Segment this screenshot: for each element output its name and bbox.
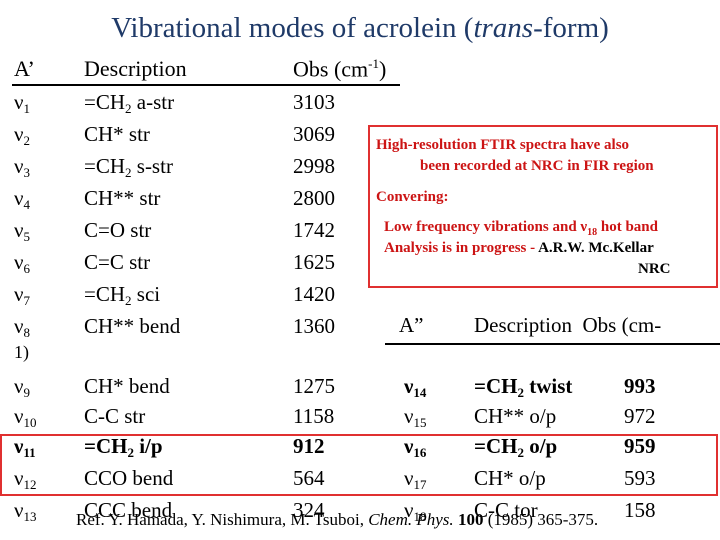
mode-frequency: 158: [624, 498, 656, 522]
mode-symbol: ν16: [404, 434, 427, 460]
mode-frequency: 3103: [293, 90, 335, 114]
adouble-row: ν15 CH** o/p 972: [0, 404, 720, 436]
adouble-row: ν16 =CH2 o/p 959: [0, 434, 720, 466]
mode-frequency: 1360: [293, 314, 335, 338]
mode-frequency: 1275: [293, 374, 335, 398]
mode-description: C=O str: [84, 218, 152, 242]
aprime-row: ν5 C=O str 1742: [0, 218, 400, 250]
mode-frequency: 324: [293, 498, 325, 522]
mode-symbol: ν12: [14, 466, 37, 492]
adouble-row: ν18 C-C tor 158: [0, 498, 720, 530]
aprime-description-header: Description: [84, 56, 187, 81]
mode-description: C-C tor: [474, 498, 538, 522]
adouble-symmetry-header: A”: [399, 313, 424, 337]
mode-description: CH** o/p: [474, 404, 557, 428]
aprime-row: ν8 CH** bend 1360: [0, 314, 400, 346]
aprime-row: ν7 =CH2 sci 1420: [0, 282, 400, 314]
mode-description: =CH2 twist: [474, 374, 573, 400]
mode-description: CH** bend: [84, 314, 181, 338]
mode-description: C=C str: [84, 250, 151, 274]
mode-description: =CH2 a-str: [84, 90, 175, 116]
mode-symbol: ν18: [404, 498, 427, 524]
highlight-box-nu11-nu16: [0, 434, 718, 496]
mode-frequency: 1625: [293, 250, 335, 274]
note-line-2: been recorded at NRC in FIR region: [420, 158, 654, 174]
aprime-row: ν11 =CH2 i/p 912: [0, 434, 400, 466]
mode-frequency: 2800: [293, 186, 335, 210]
mode-frequency: 1158: [293, 404, 335, 428]
header-underline: [12, 84, 400, 86]
mode-symbol: ν3: [14, 154, 30, 180]
mode-symbol: ν15: [404, 404, 427, 430]
aprime-row: ν2 CH* str 3069: [0, 122, 400, 154]
aprime-row: ν13 CCC bend 324: [0, 498, 400, 530]
mode-symbol: ν5: [14, 218, 30, 244]
note-line-4: Low frequency vibrations and ν18 hot ban…: [384, 219, 658, 238]
mode-frequency: 2998: [293, 154, 335, 178]
mode-symbol: ν6: [14, 250, 30, 276]
mode-symbol: ν17: [404, 466, 427, 492]
mode-description: CCC bend: [84, 498, 173, 522]
note-line-6: NRC: [638, 261, 671, 277]
aprime-row: ν10 C-C str 1158: [0, 404, 400, 436]
mode-description: CCO bend: [84, 466, 174, 490]
mode-symbol: ν14: [404, 374, 427, 400]
reference-citation: Ref. Y. Hamada, Y. Nishimura, M. Tsuboi,…: [76, 510, 599, 529]
mode-frequency: 593: [624, 466, 656, 490]
mode-description: C-C str: [84, 404, 146, 428]
footnote-fragment: 1): [14, 342, 29, 362]
adouble-row: ν14 =CH2 twist 993: [0, 374, 720, 406]
aprime-row: ν3 =CH2 s-str 2998: [0, 154, 400, 186]
adouble-description-header: Description Obs (cm-: [474, 313, 662, 337]
aprime-symmetry-header: A’: [14, 56, 35, 81]
mode-symbol: ν11: [14, 434, 36, 460]
adouble-row: ν17 CH* o/p 593: [0, 466, 720, 498]
mode-symbol: ν4: [14, 186, 30, 212]
mode-frequency: 3069: [293, 122, 335, 146]
mode-symbol: ν2: [14, 122, 30, 148]
mode-frequency: 1420: [293, 282, 335, 306]
mode-symbol: ν9: [14, 374, 30, 400]
note-line-1: High-resolution FTIR spectra have also: [376, 137, 630, 153]
aprime-row: ν9 CH* bend 1275: [0, 374, 400, 406]
mode-frequency: 564: [293, 466, 325, 490]
mode-description: CH** str: [84, 186, 161, 210]
mode-symbol: ν7: [14, 282, 30, 308]
aprime-row: ν4 CH** str 2800: [0, 186, 400, 218]
mode-symbol: ν10: [14, 404, 37, 430]
mode-description: =CH2 s-str: [84, 154, 173, 180]
mode-description: CH* str: [84, 122, 150, 146]
nrc-note-box: High-resolution FTIR spectra have also b…: [368, 125, 718, 288]
adouble-header-underline: [385, 343, 720, 345]
note-line-5: Analysis is in progress - A.R.W. Mc.Kell…: [384, 240, 654, 256]
mode-frequency: 993: [624, 374, 656, 398]
mode-symbol: ν8: [14, 314, 30, 340]
aprime-row: ν6 C=C str 1625: [0, 250, 400, 282]
aprime-row: ν12 CCO bend 564: [0, 466, 400, 498]
page-title: Vibrational modes of acrolein (trans-for…: [111, 12, 609, 44]
mode-description: =CH2 o/p: [474, 434, 558, 460]
mode-description: CH* bend: [84, 374, 170, 398]
mode-description: =CH2 i/p: [84, 434, 163, 460]
mode-frequency: 912: [293, 434, 325, 458]
mode-description: CH* o/p: [474, 466, 546, 490]
mode-symbol: ν1: [14, 90, 30, 116]
mode-symbol: ν13: [14, 498, 37, 524]
mode-frequency: 959: [624, 434, 656, 458]
aprime-row: ν1 =CH2 a-str 3103: [0, 90, 400, 122]
mode-description: =CH2 sci: [84, 282, 161, 308]
mode-frequency: 1742: [293, 218, 335, 242]
mode-frequency: 972: [624, 404, 656, 428]
note-line-3: Convering:: [376, 189, 449, 205]
aprime-obs-header: Obs (cm-1): [293, 56, 387, 82]
